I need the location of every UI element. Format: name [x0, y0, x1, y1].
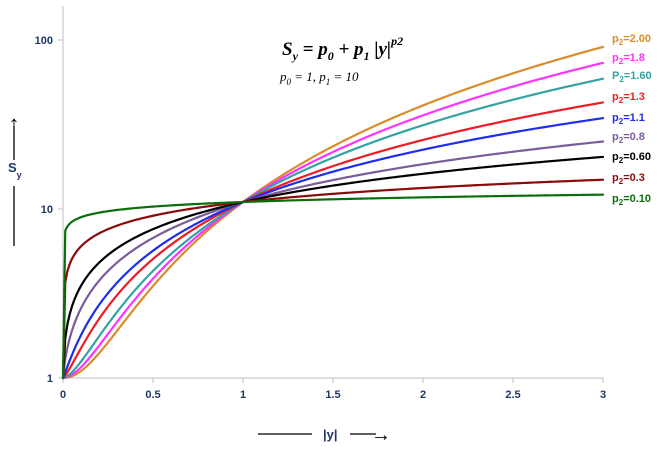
legend-label-p2-1.3: p2=1.3 — [612, 91, 645, 105]
y-tick-label: 1 — [47, 373, 53, 385]
x-tick-label: 2.5 — [505, 389, 520, 401]
legend-label-p2-0.3: p2=0.3 — [612, 172, 645, 186]
y-tick-label: 10 — [41, 204, 53, 216]
x-tick-label: 0.5 — [145, 389, 160, 401]
x-tick-label: 1.5 — [325, 389, 340, 401]
series-line-p2-1.8 — [61, 61, 605, 380]
series-line-p2-1.3 — [61, 101, 605, 380]
series-line-p2-0.8 — [61, 140, 605, 380]
parameters-annotation: p0 = 1, p1 = 10 — [279, 69, 359, 87]
series-line-p2-2 — [61, 45, 605, 380]
legend-label-p2-1.6: P2=1.60 — [612, 70, 652, 84]
legend-layer: p2=2.00 p2=1.8 P2=1.60 p2=1.3 p2=1.1 p2=0.8 p2… — [612, 33, 652, 207]
x-tick-label: 0 — [60, 389, 66, 401]
x-axis-arrow: → — [371, 424, 391, 445]
x-axis-title: |y| — [323, 427, 338, 442]
legend-label-p2-1.8: p2=1.8 — [612, 52, 645, 66]
y-axis-title: Sy — [8, 160, 22, 180]
series-line-p2-0.6 — [61, 155, 605, 380]
series-line-p2-0.1 — [61, 193, 605, 380]
legend-label-p2-0.8: p2=0.8 — [612, 131, 645, 145]
series-line-p2-1.1 — [61, 117, 605, 380]
x-tick-label: 3 — [600, 389, 606, 401]
legend-label-p2-2: p2=2.00 — [612, 33, 651, 47]
axes-layer: 0 0.5 1 1.5 2 2.5 3 1 10 100 — [35, 6, 606, 401]
x-tick-label: 2 — [420, 389, 426, 401]
legend-label-p2-0.1: p2=0.10 — [612, 193, 651, 207]
series-line-p2-1.6 — [61, 77, 605, 380]
series-line-p2-0.3 — [61, 178, 605, 380]
legend-label-p2-1.1: p2=1.1 — [612, 112, 645, 126]
equation-annotation: Sy = p0 + p1 |y|p2 — [282, 34, 403, 63]
y-axis-arrow: ↑ — [9, 111, 20, 136]
series-layer — [61, 45, 605, 380]
x-tick-label: 1 — [240, 389, 246, 401]
legend-label-p2-0.6: p2=0.60 — [612, 151, 651, 165]
y-tick-label: 100 — [35, 35, 53, 47]
